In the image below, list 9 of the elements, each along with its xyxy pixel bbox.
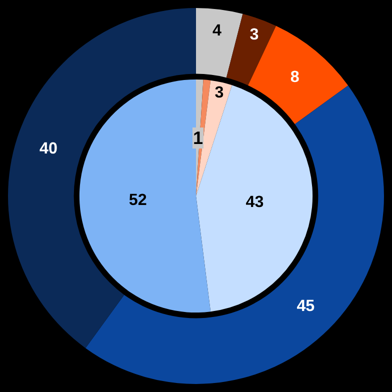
- data-label: 3: [250, 26, 259, 44]
- data-label: 43: [246, 192, 264, 211]
- data-label: 4: [212, 22, 222, 40]
- data-label: 52: [128, 191, 147, 210]
- data-label: 3: [214, 83, 224, 102]
- data-label: 1: [193, 128, 204, 148]
- data-label: 8: [290, 68, 300, 86]
- data-label: 45: [296, 297, 315, 316]
- data-label: 40: [40, 139, 58, 158]
